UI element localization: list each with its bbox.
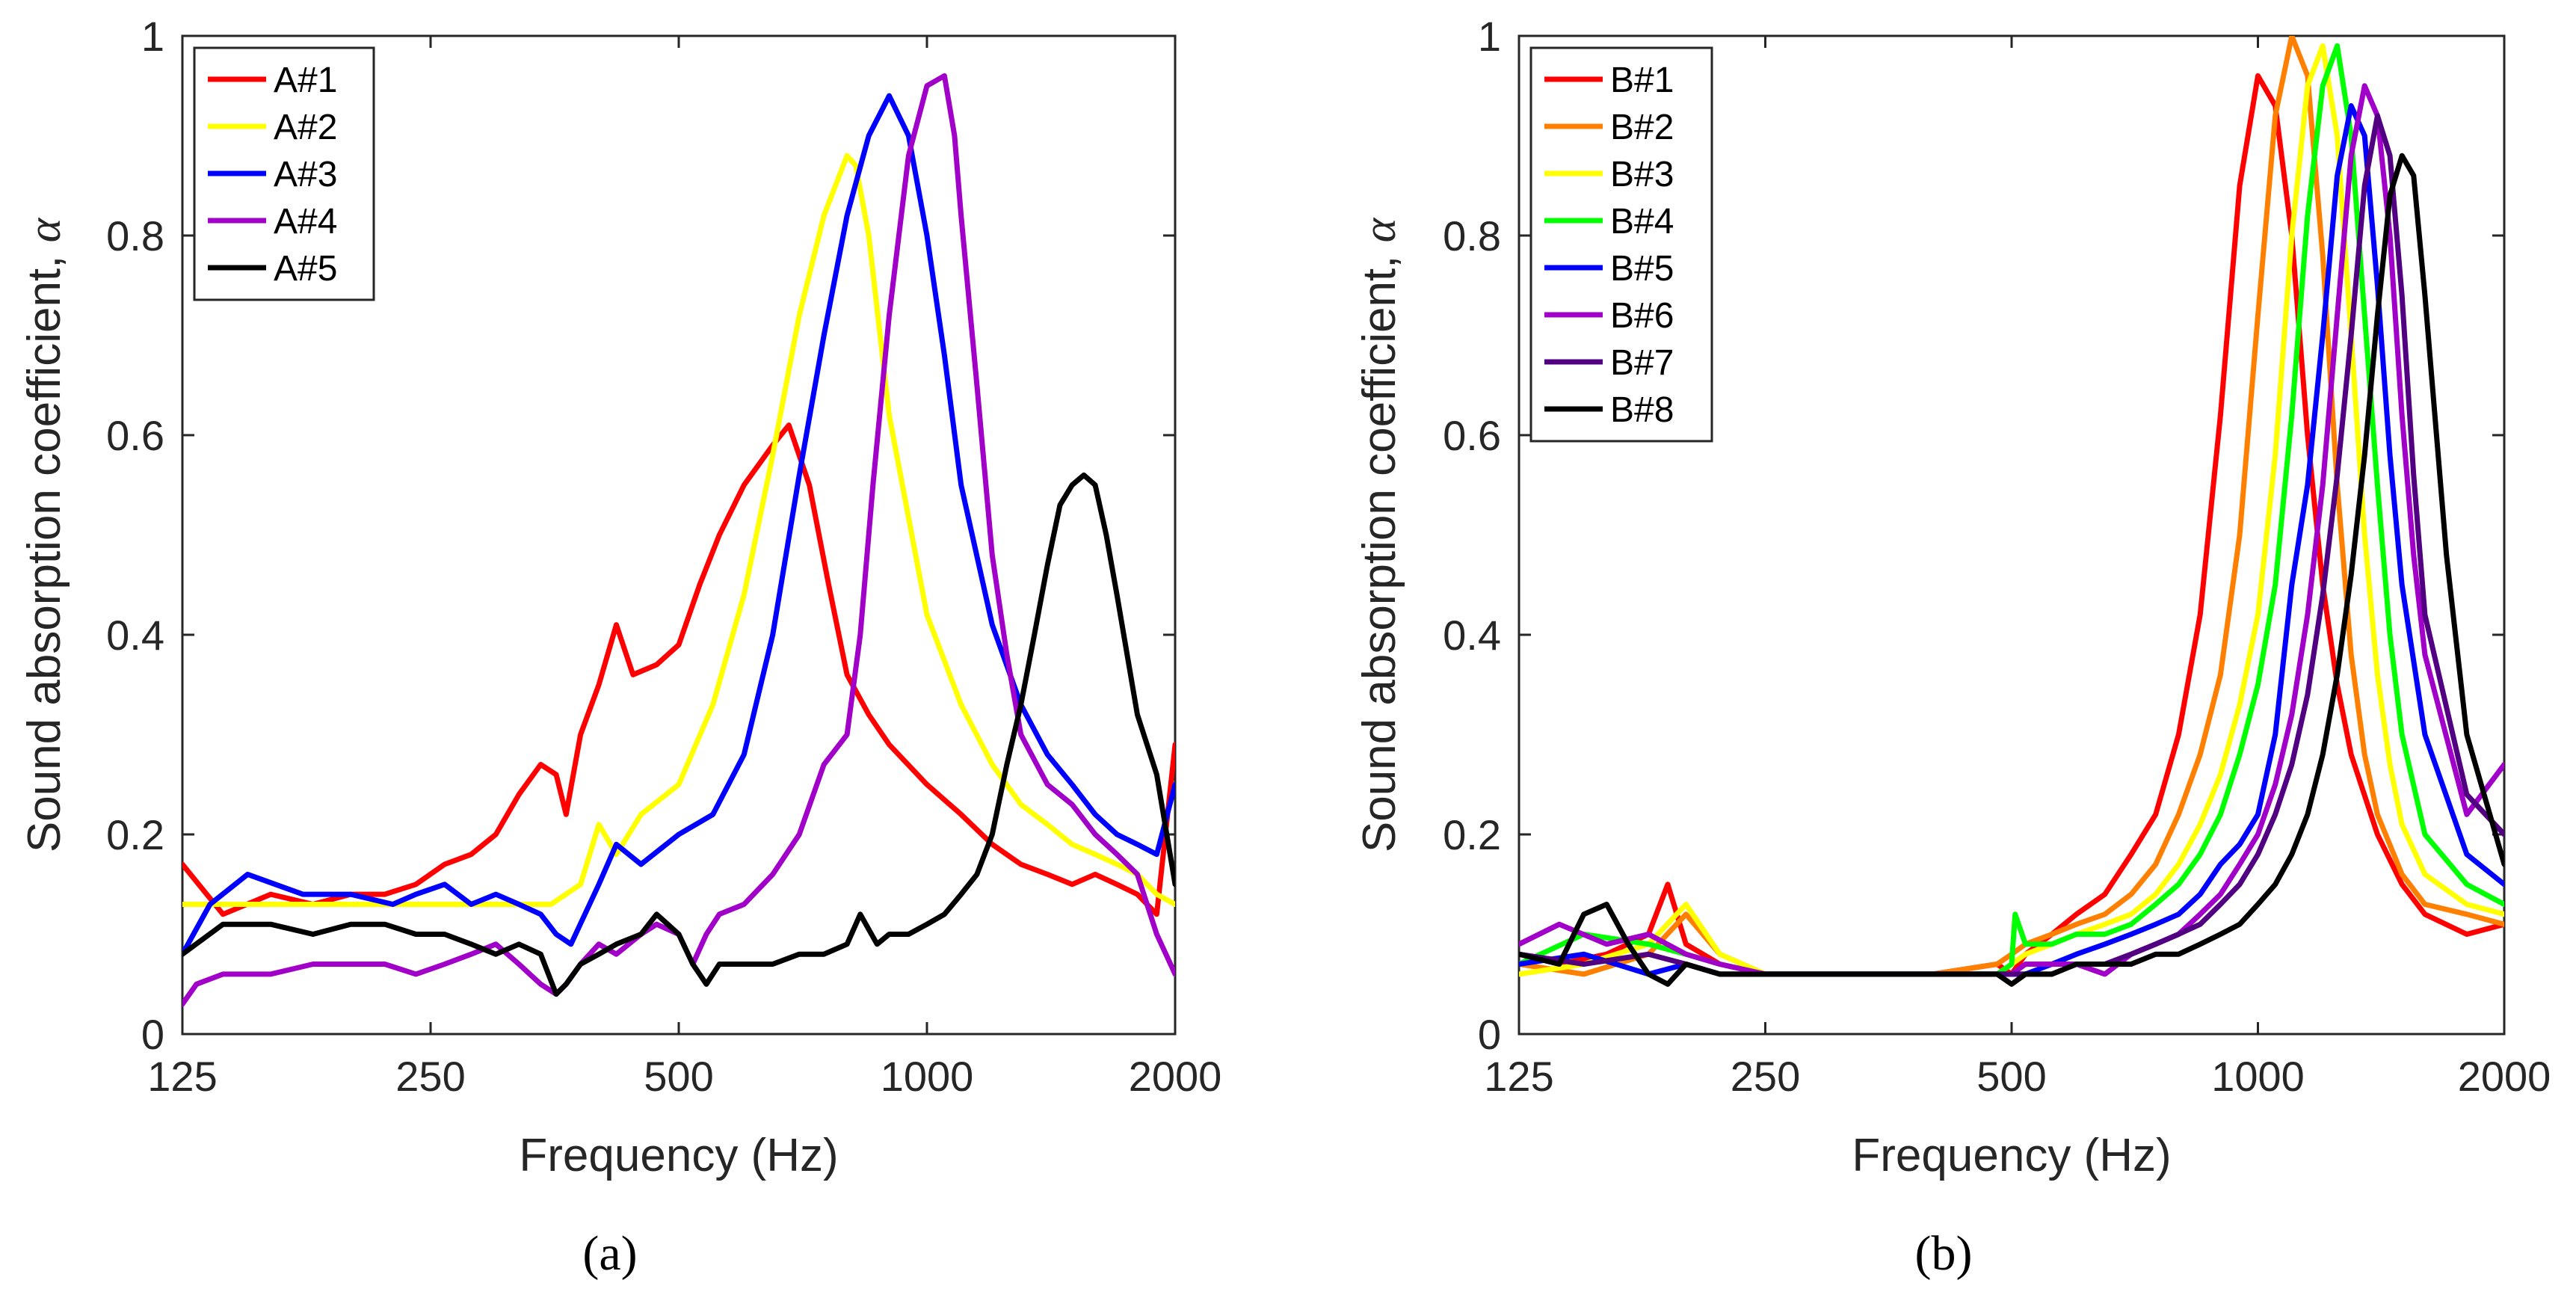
x-tick-label-a-2: 500 bbox=[644, 1053, 713, 1100]
series-lines-b bbox=[1519, 36, 2504, 987]
legend-label-A4: A#4 bbox=[274, 202, 337, 242]
x-tick-label-a-1: 250 bbox=[395, 1053, 465, 1100]
panel-label-b: (b) bbox=[1915, 1226, 1973, 1281]
y-tick-label-b-0: 0 bbox=[1478, 1011, 1501, 1058]
legend-label-A1: A#1 bbox=[274, 61, 337, 100]
y-axis-label-a: Sound absorption coefficient, α bbox=[19, 217, 70, 852]
y-tick-label-b-4: 0.8 bbox=[1443, 212, 1501, 259]
y-tick-label-a-1: 0.2 bbox=[106, 811, 164, 858]
legend-b: B#1 B#2 B#3 B#4 B#5 B#6 B#7 B#8 bbox=[1529, 46, 1713, 443]
x-axis-label-a: Frequency (Hz) bbox=[519, 1130, 838, 1181]
y-tick-label-a-3: 0.6 bbox=[106, 412, 164, 459]
series-line-B1 bbox=[1519, 73, 2504, 977]
legend-label-B5: B#5 bbox=[1610, 249, 1674, 289]
y-axis-b: 0 0.2 0.4 0.6 0.8 1 bbox=[1443, 13, 2504, 1058]
legend-label-A3: A#3 bbox=[274, 155, 337, 194]
y-axis-label-symbol-b: α bbox=[1355, 217, 1405, 242]
chart-panel-b: 125 250 500 1000 2000 00.20.40.60.81 B#1B#2B… bbox=[1354, 13, 2551, 1281]
series-lines-a bbox=[182, 73, 1175, 1007]
y-axis-label-text-a: Sound absorption coefficient, bbox=[19, 242, 70, 852]
series-line-B8 bbox=[1519, 153, 2504, 987]
x-tick-label-b-3: 1000 bbox=[2211, 1053, 2305, 1100]
x-tick-label-b-2: 500 bbox=[1976, 1053, 2046, 1100]
series-line-A2 bbox=[182, 153, 1175, 907]
y-tick-label-a-2: 0.4 bbox=[106, 612, 164, 659]
x-axis-b: 125 250 500 1000 2000 bbox=[1484, 36, 2551, 1100]
x-tick-label-a-0: 125 bbox=[147, 1053, 217, 1100]
series-line-A1 bbox=[182, 422, 1175, 917]
series-line-A4 bbox=[182, 73, 1175, 1007]
legend-label-B7: B#7 bbox=[1610, 343, 1674, 383]
y-tick-label-b-2: 0.4 bbox=[1443, 612, 1501, 659]
y-axis-a: 0 0.2 0.4 0.6 0.8 1 bbox=[106, 13, 1175, 1058]
y-tick-label-b-3: 0.6 bbox=[1443, 412, 1501, 459]
y-tick-label-a-0: 0 bbox=[141, 1011, 164, 1058]
legend-label-B8: B#8 bbox=[1610, 390, 1674, 430]
legend-label-B1: B#1 bbox=[1610, 61, 1674, 100]
x-axis-label-b: Frequency (Hz) bbox=[1852, 1130, 2171, 1181]
x-tick-label-a-4: 2000 bbox=[1129, 1053, 1222, 1100]
y-axis-label-symbol-a: α bbox=[19, 217, 70, 242]
y-axis-label-text-b: Sound absorption coefficient, bbox=[1354, 242, 1405, 852]
legend-label-B3: B#3 bbox=[1610, 155, 1674, 194]
legend-label-B2: B#2 bbox=[1610, 108, 1674, 147]
legend-label-B6: B#6 bbox=[1610, 296, 1674, 336]
series-line-A3 bbox=[182, 93, 1175, 957]
y-tick-label-b-5: 1 bbox=[1478, 13, 1501, 60]
x-tick-label-b-0: 125 bbox=[1484, 1053, 1553, 1100]
x-axis-a: 125 250 500 1000 2000 bbox=[147, 36, 1221, 1100]
x-tick-label-b-4: 2000 bbox=[2458, 1053, 2551, 1100]
legend-a: A#1 A#2 A#3 A#4 A#5 bbox=[193, 46, 375, 301]
x-tick-label-b-1: 250 bbox=[1731, 1053, 1800, 1100]
legend-label-B4: B#4 bbox=[1610, 202, 1674, 242]
legend-label-A5: A#5 bbox=[274, 249, 337, 289]
chart-panel-a: 125 250 500 1000 2000 00.20.40.60.81 A#1A#2A… bbox=[19, 13, 1221, 1281]
y-tick-label-a-5: 1 bbox=[141, 13, 164, 60]
legend-label-A2: A#2 bbox=[274, 108, 337, 147]
legend-box-b bbox=[1529, 46, 1713, 443]
y-tick-label-b-1: 0.2 bbox=[1443, 811, 1501, 858]
y-tick-label-a-4: 0.8 bbox=[106, 212, 164, 259]
panel-label-a: (a) bbox=[582, 1226, 637, 1281]
x-tick-label-a-3: 1000 bbox=[881, 1053, 974, 1100]
series-line-A5 bbox=[182, 472, 1175, 997]
y-axis-label-b: Sound absorption coefficient, α bbox=[1354, 217, 1405, 852]
